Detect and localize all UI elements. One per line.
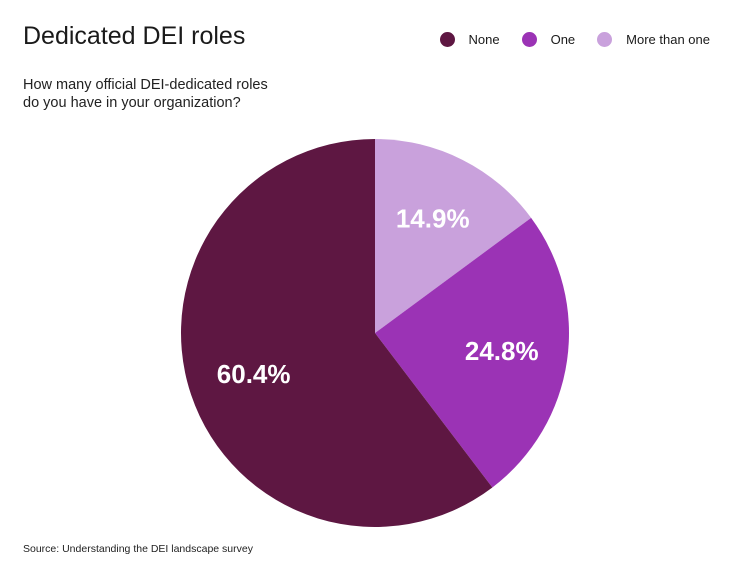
pie-slice-more-than-one [375, 139, 532, 333]
legend-label: More than one [626, 32, 710, 47]
pie-slice-none [180, 139, 493, 527]
chart-subtitle: How many official DEI-dedicated roles do… [23, 77, 268, 111]
legend-label: One [550, 32, 576, 47]
chart-title: Dedicated DEI roles [23, 22, 246, 50]
legend-item-none: None [439, 32, 500, 47]
legend-item-one: One [521, 32, 576, 47]
data-label: 14.9% [396, 204, 470, 234]
legend-swatch-more-than-one [597, 32, 613, 47]
data-label: 24.8% [465, 336, 539, 366]
legend: None One More than one [439, 32, 710, 47]
data-label: 60.4% [217, 359, 291, 389]
legend-swatch-one [521, 32, 537, 47]
source-note: Source: Understanding the DEI landscape … [23, 543, 253, 555]
pie-slice-one [375, 217, 569, 488]
legend-label: None [468, 32, 500, 47]
legend-item-more-than-one: More than one [597, 32, 710, 47]
legend-swatch-none [439, 32, 455, 47]
